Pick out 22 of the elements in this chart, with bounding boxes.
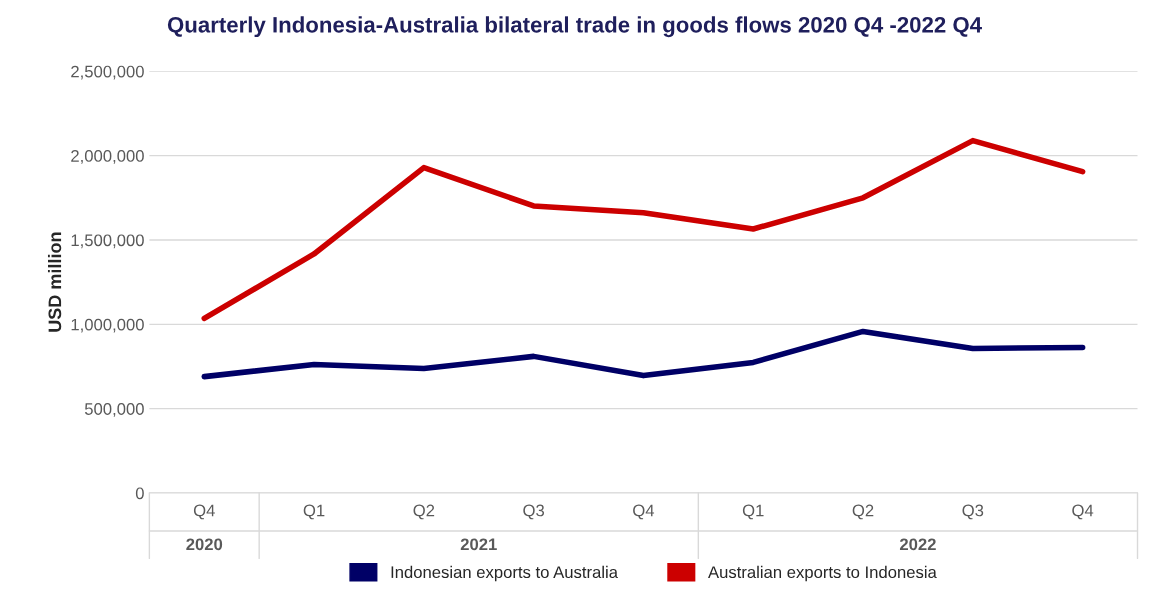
x-tick-label: Q2 xyxy=(852,504,874,520)
y-tick-label: 2,500,000 xyxy=(71,65,144,80)
x-tick-label: Q1 xyxy=(303,504,325,520)
chart-title: Quarterly Indonesia-Australia bilateral trade in goods flows 2020 Q4 -2022 Q4 xyxy=(167,16,982,38)
text: 2020 xyxy=(186,538,223,551)
y-axis-title: USD million xyxy=(47,232,62,332)
x-tick-label: Q4 xyxy=(193,504,215,520)
legend-label: Australian exports to Indonesia xyxy=(708,565,937,582)
text: 2022 xyxy=(899,538,936,551)
y-tick-label: 2,000,000 xyxy=(71,150,144,164)
x-tick-label: Q3 xyxy=(523,504,545,520)
y-tick-label: 1,500,000 xyxy=(71,234,144,249)
legend-label: Indonesian exports to Australia xyxy=(391,565,618,582)
y-tick-label: 500,000 xyxy=(84,403,144,417)
text: 2021 xyxy=(460,538,497,551)
y-tick-label: 1,000,000 xyxy=(71,318,144,333)
x-tick-label: Q3 xyxy=(962,504,984,520)
x-tick-label: Q4 xyxy=(633,504,655,520)
x-tick-label: Q2 xyxy=(413,504,435,520)
x-tick-label: Q1 xyxy=(742,504,764,520)
y-tick-label: 0 xyxy=(135,487,144,500)
x-tick-label: Q4 xyxy=(1072,504,1094,520)
